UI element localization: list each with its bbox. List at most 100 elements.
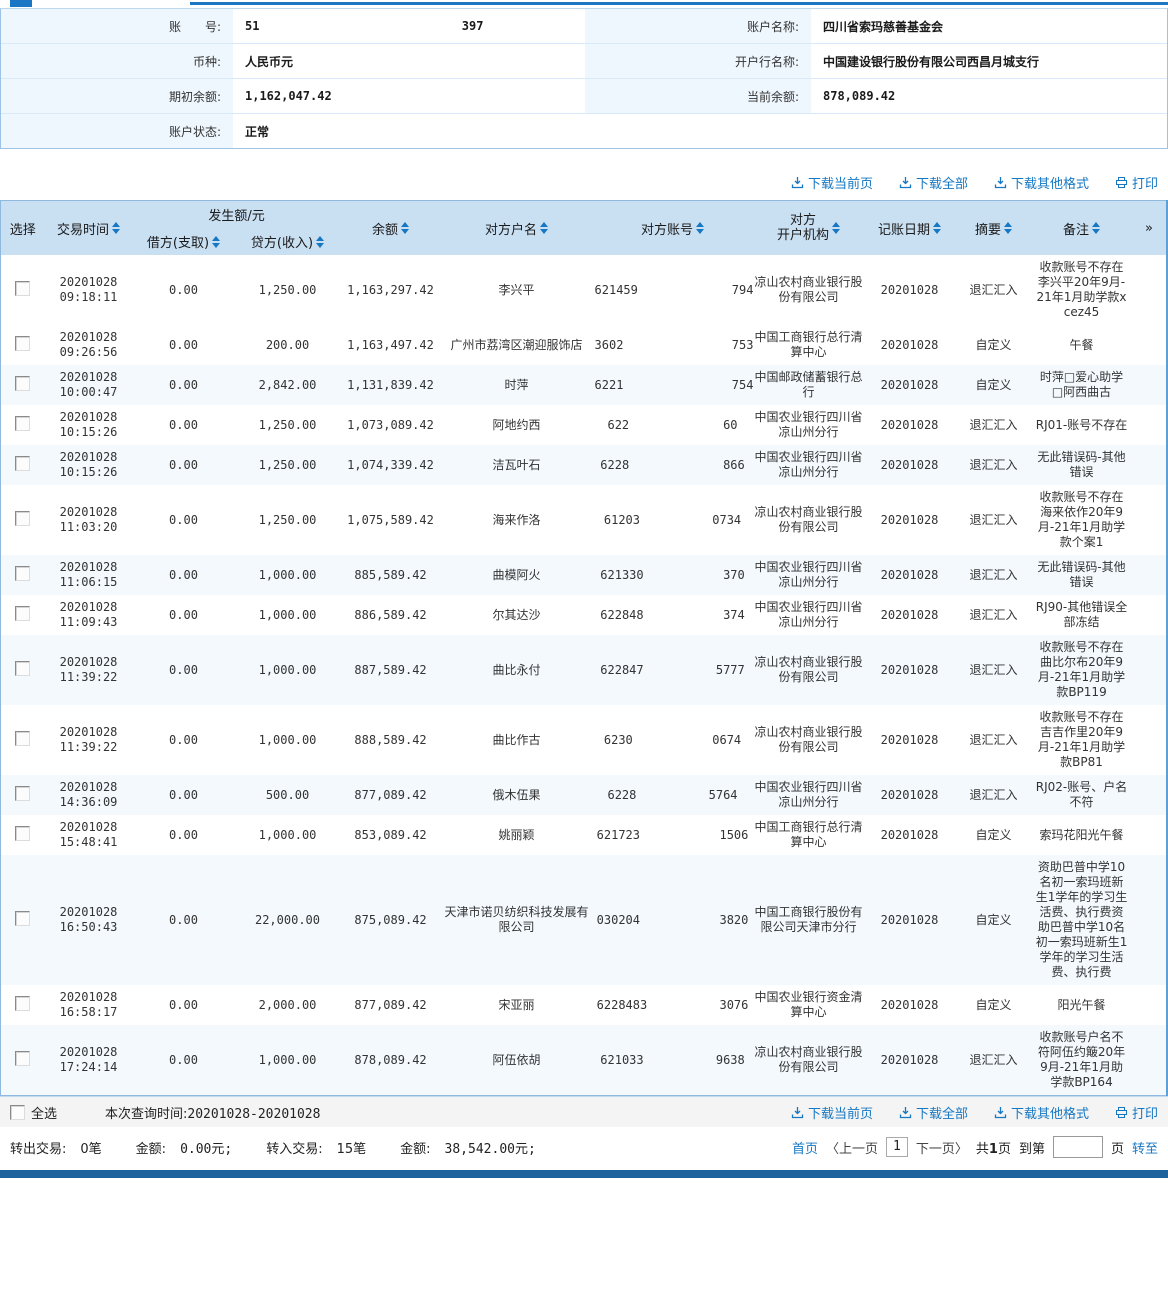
download-all-link[interactable]: 下载全部	[899, 1103, 968, 1122]
account-name-value: 四川省索玛慈善基金会	[811, 9, 1167, 44]
download-other-format-link[interactable]: 下载其他格式	[994, 173, 1089, 192]
col-header-partner-name[interactable]: 对方户名	[441, 201, 593, 256]
col-header-remark[interactable]: 备注	[1033, 201, 1131, 256]
print-link[interactable]: 打印	[1115, 1103, 1158, 1122]
row-more-cell	[1131, 555, 1167, 595]
table-row: 20201028 15:48:41 0.00 1,000.00 853,089.4…	[1, 815, 1167, 855]
remark-cell: RJ90-其他错误全部冻结	[1035, 600, 1128, 629]
partner-name-cell: 宋亚丽	[498, 997, 535, 1012]
row-checkbox[interactable]	[15, 660, 31, 676]
table-row: 20201028 16:50:43 0.00 22,000.00 875,089.…	[0, 855, 1167, 985]
row-select-cell	[1, 855, 45, 985]
transaction-time-cell: 20201028 16:50:43	[59, 905, 118, 934]
row-checkbox[interactable]	[15, 335, 31, 351]
remark-cell: 阳光午餐	[1057, 997, 1106, 1012]
remark-cell: 资助巴普中学10名初一索玛班新生1学年的学习生活费、执行费资助巴普中学10名初一…	[1035, 860, 1128, 979]
sort-icon	[212, 235, 221, 248]
row-checkbox[interactable]	[15, 605, 31, 621]
row-more-cell	[1131, 595, 1167, 635]
booking-date-cell: 20201028	[880, 912, 939, 927]
col-header-time[interactable]: 交易时间	[45, 201, 133, 256]
table-row: 20201028 10:15:26 0.00 1,250.00 1,074,339…	[0, 445, 1167, 485]
sort-icon	[112, 222, 120, 234]
goto-page-link[interactable]: 转至	[1131, 1141, 1158, 1157]
debit-amount-cell: 0.00	[169, 912, 198, 927]
goto-page-input[interactable]	[1052, 1136, 1103, 1158]
summary-cell: 自定义	[975, 337, 1012, 352]
partner-bank-cell: 中国工商银行总行清算中心	[754, 330, 863, 359]
sort-icon	[832, 222, 841, 234]
summary-cell: 自定义	[975, 827, 1012, 842]
credit-amount-cell: 22,000.00	[254, 912, 321, 927]
transaction-time-cell: 20201028 09:18:11	[59, 275, 118, 304]
first-page-link[interactable]: 首页	[792, 1141, 819, 1157]
row-checkbox[interactable]	[15, 785, 31, 801]
remark-cell: RJ02-账号、户名不符	[1035, 780, 1128, 809]
col-header-summary[interactable]: 摘要	[955, 201, 1033, 256]
download-current-page-link[interactable]: 下载当前页	[791, 1103, 873, 1122]
booking-date-cell: 20201028	[880, 417, 939, 432]
col-header-debit[interactable]: 借方(支取)	[133, 228, 235, 255]
row-checkbox[interactable]	[15, 825, 31, 841]
next-page-link[interactable]: 下一页〉	[915, 1141, 968, 1157]
row-checkbox[interactable]	[15, 730, 31, 746]
partner-account-cell: 6221 754	[594, 377, 754, 392]
out-amount-label: 金额:	[135, 1141, 167, 1157]
row-checkbox[interactable]	[15, 455, 31, 471]
partner-name-cell: 姚丽颖	[498, 827, 535, 842]
row-select-cell	[1, 1025, 45, 1096]
currency-label: 币种:	[1, 44, 233, 79]
col-header-partner-bank[interactable]: 对方 开户机构	[753, 201, 865, 256]
partner-account-cell: 622848 374	[600, 607, 745, 622]
pagination: 首页 〈上一页 1 下一页〉 共1页 到第 页 转至	[792, 1136, 1158, 1158]
booking-date-cell: 20201028	[880, 567, 939, 582]
row-select-cell	[1, 365, 45, 405]
download-current-page-label: 下载当前页	[807, 177, 873, 192]
table-row: 20201028 11:03:20 0.00 1,250.00 1,075,589…	[1, 485, 1167, 555]
transaction-time-cell: 20201028 10:15:26	[59, 410, 118, 439]
booking-date-cell: 20201028	[880, 377, 939, 392]
download-current-page-link[interactable]: 下载当前页	[791, 173, 873, 192]
account-info-panel: 账 号: 51 397 账户名称: 四川省索玛慈善基金会 币种: 人民币元 开户…	[0, 8, 1168, 149]
col-header-balance[interactable]: 余额	[341, 201, 441, 256]
transaction-time-cell: 20201028 17:24:14	[59, 1045, 118, 1074]
remark-cell: 收款账号不存在李兴平20年9月-21年1月助学款xcez45	[1036, 260, 1127, 319]
transfer-in-count: 15笔	[336, 1141, 367, 1157]
download-icon	[994, 1107, 1007, 1119]
select-all-checkbox[interactable]	[10, 1105, 25, 1120]
download-other-format-link[interactable]: 下载其他格式	[994, 1103, 1089, 1122]
row-checkbox[interactable]	[15, 375, 31, 391]
row-select-cell	[1, 705, 45, 775]
booking-date-cell: 20201028	[880, 787, 939, 802]
sort-icon	[401, 222, 410, 234]
row-checkbox[interactable]	[15, 415, 31, 431]
partner-account-cell: 622847 5777	[600, 662, 745, 677]
summary-cell: 退汇汇入	[969, 282, 1018, 297]
col-header-booking-date[interactable]: 记账日期	[865, 201, 955, 256]
print-label: 打印	[1131, 177, 1158, 192]
partner-name-cell: 时萍	[504, 377, 529, 392]
prev-page-link[interactable]: 〈上一页	[826, 1141, 879, 1157]
summary-cell: 自定义	[975, 997, 1012, 1012]
row-checkbox[interactable]	[15, 280, 31, 296]
col-header-credit[interactable]: 贷方(收入)	[235, 228, 341, 255]
opening-bank-label: 开户行名称:	[585, 44, 811, 79]
sort-icon	[316, 235, 325, 248]
partner-name-cell: 海来作洛	[492, 512, 541, 527]
col-header-partner-account[interactable]: 对方账号	[593, 201, 753, 256]
debit-amount-cell: 0.00	[169, 1052, 198, 1067]
debit-amount-cell: 0.00	[169, 607, 198, 622]
row-checkbox[interactable]	[15, 1050, 31, 1066]
tab-indicator	[10, 0, 32, 7]
goto-page-suffix: 页	[1110, 1141, 1124, 1157]
partner-account-cell: 030204 3820	[596, 912, 749, 927]
remark-cell: 午餐	[1069, 337, 1094, 352]
row-checkbox[interactable]	[15, 565, 31, 581]
col-header-amount-group: 发生额/元	[208, 209, 265, 224]
download-all-link[interactable]: 下载全部	[899, 173, 968, 192]
row-checkbox[interactable]	[15, 510, 31, 526]
row-checkbox[interactable]	[15, 995, 31, 1011]
more-columns-icon[interactable]: »	[1145, 220, 1153, 236]
row-checkbox[interactable]	[15, 910, 31, 926]
print-link[interactable]: 打印	[1115, 173, 1158, 192]
